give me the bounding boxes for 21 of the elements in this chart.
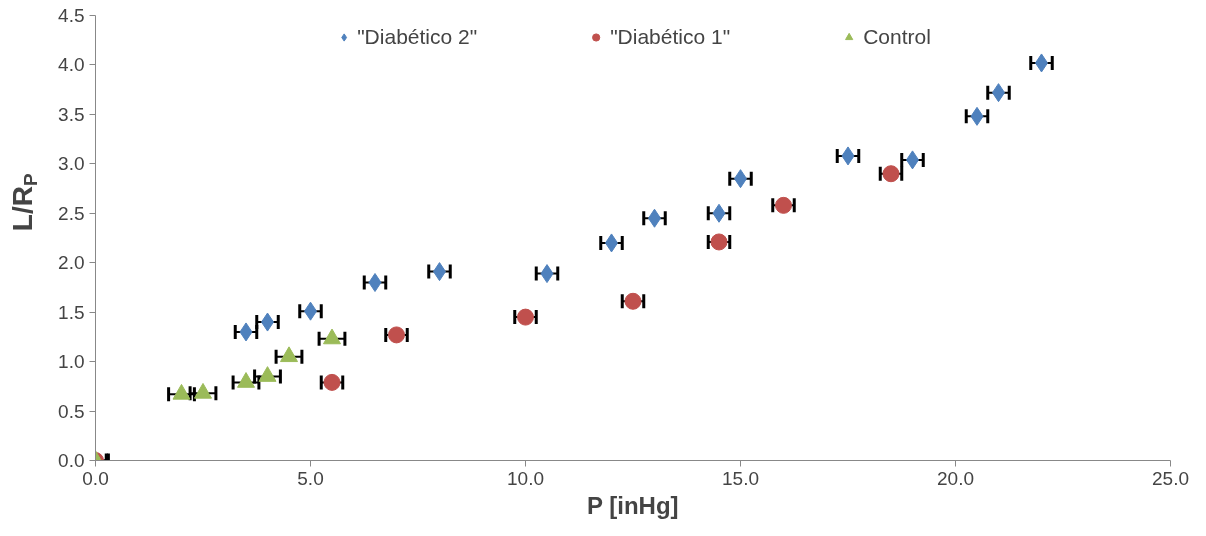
x-tick-label: 20.0: [937, 467, 974, 489]
x-tick-label: 25.0: [1152, 467, 1189, 489]
y-tick-label: 2.5: [58, 202, 85, 224]
y-tick-label: 2.0: [58, 252, 85, 274]
x-tick-label: 0.0: [82, 467, 109, 489]
x-tick-label: 5.0: [297, 467, 324, 489]
y-tick-label: 1.0: [58, 351, 85, 373]
y-tick-label: 0.5: [58, 400, 85, 422]
x-tick-label: 10.0: [507, 467, 544, 489]
x-tick-label: 15.0: [722, 467, 759, 489]
y-tick-label: 4.0: [58, 54, 85, 76]
y-tick-label: 3.0: [58, 153, 85, 175]
y-tick-label: 4.5: [58, 5, 85, 26]
x-axis-title: P [inHg]: [587, 491, 679, 519]
legend-label: Control: [863, 25, 931, 49]
legend-label: "Diabético 1": [610, 25, 731, 49]
y-axis-title: L/RP: [7, 172, 41, 232]
legend-label: "Diabético 2": [357, 25, 478, 49]
y-tick-label: 1.5: [58, 301, 85, 323]
y-tick-label: 0.0: [58, 450, 85, 471]
y-tick-label: 3.5: [58, 103, 85, 125]
